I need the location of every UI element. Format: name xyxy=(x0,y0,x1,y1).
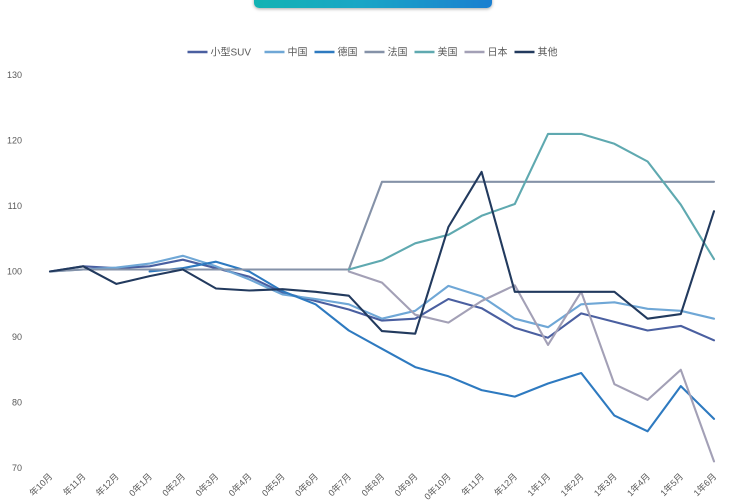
x-tick-label: 年12月 xyxy=(93,471,121,499)
x-tick-label: 年12月 xyxy=(492,471,520,499)
y-tick-label: 100 xyxy=(7,267,22,277)
legend-label: 小型SUV xyxy=(211,46,252,59)
x-tick-label: 0年6月 xyxy=(292,471,320,499)
legend-label: 日本 xyxy=(488,46,508,59)
series-layer xyxy=(48,132,716,463)
x-tick-label: 1年5月 xyxy=(658,471,686,499)
x-tick-label: 1年2月 xyxy=(558,471,586,499)
legend-label: 美国 xyxy=(438,46,458,59)
legend-item: 日本 xyxy=(464,46,508,59)
x-tick-label: 年10月 xyxy=(27,471,55,499)
y-tick-label: 110 xyxy=(8,201,22,211)
x-tick-label: 0年4月 xyxy=(226,471,254,499)
series-line xyxy=(347,132,716,271)
series-line xyxy=(48,180,716,273)
legend: 小型SUV 中国 德国 法国 美国 日本 其他 xyxy=(187,46,558,59)
series-line xyxy=(148,260,716,433)
x-tick-label: 1年1月 xyxy=(525,471,553,499)
series-line xyxy=(48,258,716,342)
legend-label: 法国 xyxy=(388,46,408,59)
x-tick-label: 0年5月 xyxy=(259,471,287,499)
x-tick-label: 1年6月 xyxy=(691,471,719,499)
legend-item: 其他 xyxy=(514,46,558,59)
legend-label: 中国 xyxy=(288,46,308,59)
y-tick-label: 120 xyxy=(7,136,22,146)
y-tick-label: 90 xyxy=(12,332,22,342)
legend-item: 小型SUV xyxy=(187,46,252,59)
x-tick-label: 0年10月 xyxy=(422,471,453,502)
x-tick-label: 年11月 xyxy=(459,471,486,498)
legend-item: 德国 xyxy=(314,46,358,59)
y-tick-label: 130 xyxy=(7,70,22,80)
legend-item: 中国 xyxy=(264,46,308,59)
y-tick-label: 70 xyxy=(12,463,22,473)
series-line xyxy=(48,254,716,329)
series-line xyxy=(347,270,716,463)
x-tick-label: 0年3月 xyxy=(193,471,221,499)
x-tick-label: 0年7月 xyxy=(326,471,354,499)
x-tick-label: 0年2月 xyxy=(160,471,188,499)
legend-label: 其他 xyxy=(538,46,558,59)
x-tick-label: 0年1月 xyxy=(126,471,154,499)
x-tick-label: 1年3月 xyxy=(591,471,619,499)
x-tick-label: 0年8月 xyxy=(359,471,387,499)
x-axis: 年10月 年11月 年12月 0年1月 0年2月 0年3月 0年4月 0年5月 0年6月 0年7月… xyxy=(27,471,719,502)
title-banner: ▀▀ ▀ xyxy=(254,0,492,8)
series-line xyxy=(48,170,716,335)
legend-label: 德国 xyxy=(338,46,358,59)
legend-item: 法国 xyxy=(364,46,408,59)
y-axis: 70 80 90 100 110 120 130 xyxy=(7,70,22,473)
x-tick-label: 年11月 xyxy=(61,471,88,498)
y-tick-label: 80 xyxy=(12,398,22,408)
x-tick-label: 1年4月 xyxy=(624,471,652,499)
x-tick-label: 0年9月 xyxy=(392,471,420,499)
legend-item: 美国 xyxy=(414,46,458,59)
